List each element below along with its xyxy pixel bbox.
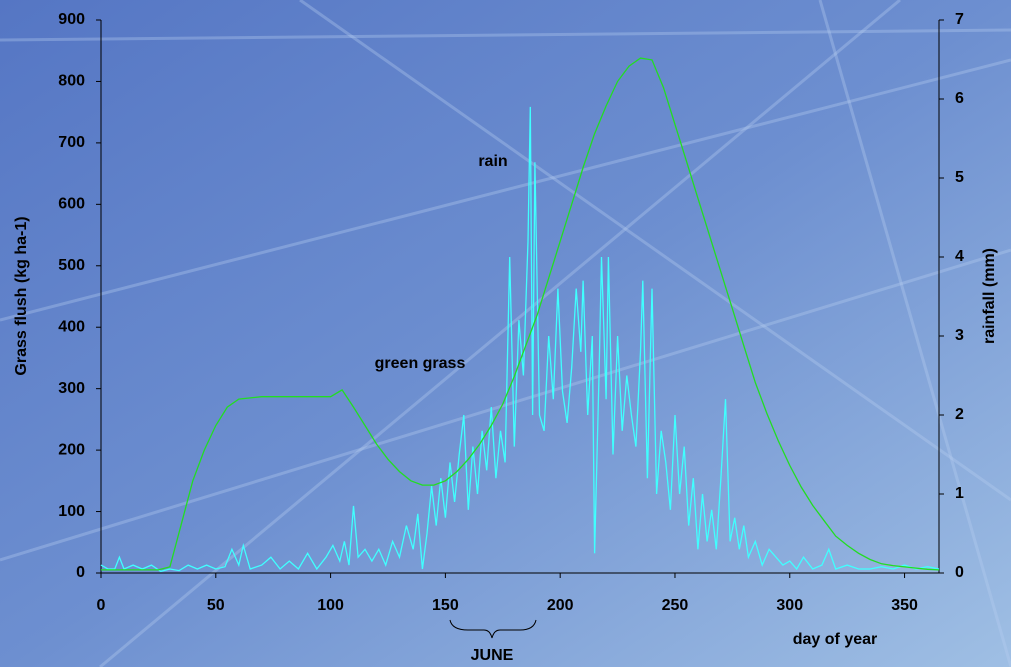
- x-tick-label: 200: [547, 597, 574, 614]
- y-tick-label: 700: [58, 134, 85, 151]
- x-tick-label: 250: [662, 597, 689, 614]
- y-tick-label: 0: [76, 564, 85, 581]
- x-tick-label: 100: [317, 597, 344, 614]
- y-tick-label: 600: [58, 196, 85, 213]
- y2-tick-label: 4: [955, 248, 964, 265]
- x-tick-label: 50: [207, 597, 225, 614]
- x-tick-label: 0: [97, 597, 106, 614]
- y-tick-label: 500: [58, 257, 85, 274]
- y-tick-label: 800: [58, 73, 85, 90]
- y2-tick-label: 2: [955, 406, 964, 423]
- y2-tick-label: 1: [955, 485, 964, 502]
- x-tick-label: 300: [776, 597, 803, 614]
- x-tick-label: 350: [891, 597, 918, 614]
- y-tick-label: 400: [58, 318, 85, 335]
- y-tick-label: 900: [58, 11, 85, 28]
- y2-axis-label: rainfall (mm): [981, 248, 998, 344]
- y2-tick-label: 0: [955, 564, 964, 581]
- y2-tick-label: 3: [955, 327, 964, 344]
- y2-tick-label: 6: [955, 90, 964, 107]
- chart: Grass flush (kg ha-1) rainfall (mm) day …: [0, 0, 1011, 667]
- y-tick-label: 100: [58, 503, 85, 520]
- y2-tick-label: 7: [955, 11, 964, 28]
- x-tick-label: 150: [432, 597, 459, 614]
- y2-tick-label: 5: [955, 169, 964, 186]
- annotation: JUNE: [471, 647, 514, 664]
- annotation: rain: [478, 153, 507, 170]
- x-axis-label: day of year: [793, 631, 877, 648]
- y-tick-label: 300: [58, 380, 85, 397]
- y-tick-label: 200: [58, 441, 85, 458]
- y-axis-label: Grass flush (kg ha-1): [13, 216, 30, 375]
- annotation: green grass: [375, 355, 466, 372]
